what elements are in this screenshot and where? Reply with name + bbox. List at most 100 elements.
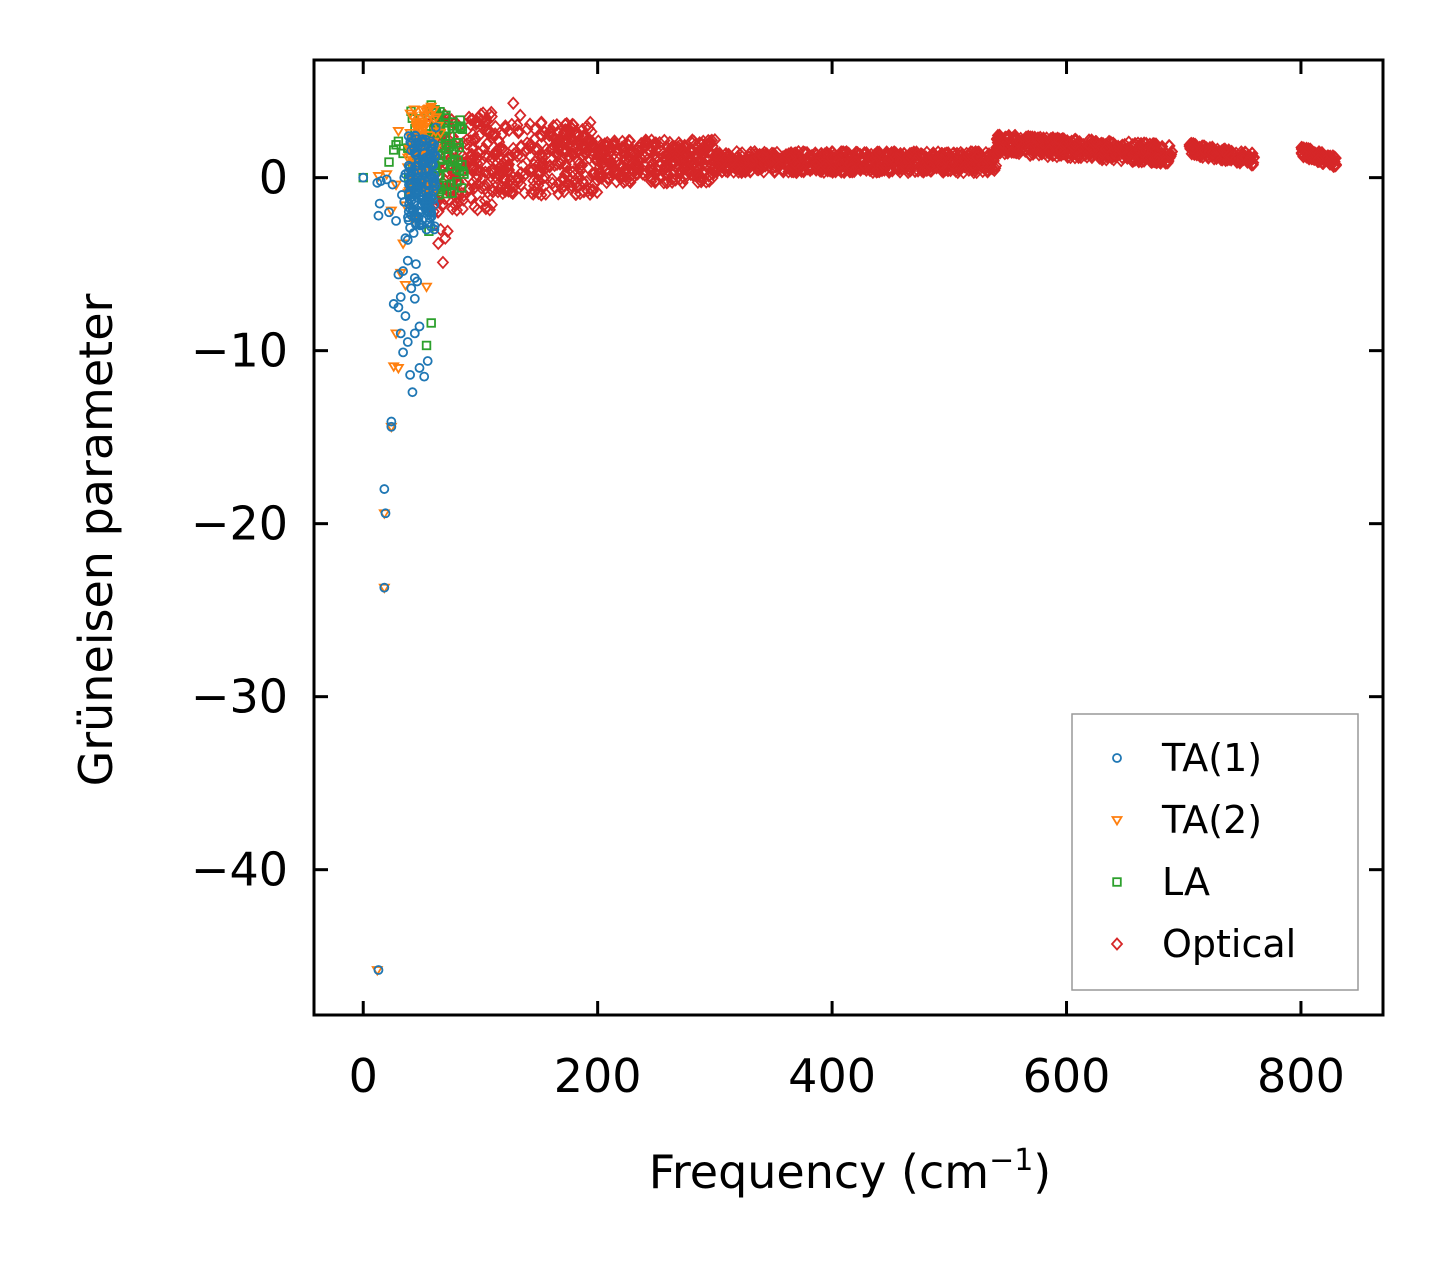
optical-point — [499, 121, 512, 136]
ta1-point — [413, 153, 424, 164]
optical-point — [567, 147, 580, 161]
optical-point — [660, 147, 674, 161]
optical-point — [505, 149, 518, 164]
ta1-point — [398, 266, 408, 276]
optical-point — [872, 145, 886, 160]
la-cloud-point — [456, 121, 466, 131]
optical-point — [486, 150, 499, 165]
optical-point — [511, 176, 525, 190]
optical-point — [1133, 140, 1146, 154]
optical-point — [757, 156, 771, 171]
x-axis-title: Frequency (cm−1) — [649, 1143, 1052, 1199]
optical-point — [647, 138, 661, 153]
ta1-point — [418, 155, 428, 166]
optical-point — [862, 148, 875, 163]
ta1-point — [384, 207, 394, 218]
optical-point — [584, 115, 597, 130]
optical-point — [593, 142, 606, 157]
optical-point — [660, 175, 674, 190]
optical-point — [1151, 152, 1164, 166]
optical-point — [523, 117, 537, 132]
optical-point — [946, 151, 959, 166]
series-ta1 — [358, 122, 441, 975]
optical-point — [579, 128, 592, 143]
optical-point — [446, 201, 459, 216]
ta2-point — [380, 170, 393, 181]
ta1-point — [402, 235, 413, 245]
optical-point — [480, 159, 493, 174]
la-point — [424, 226, 434, 236]
ta1-point — [380, 508, 391, 519]
optical-point — [704, 134, 717, 149]
optical-point — [625, 167, 638, 182]
optical-point — [1186, 141, 1199, 156]
ta2-point — [389, 329, 403, 340]
optical-point — [563, 120, 577, 134]
ta1-point — [407, 387, 418, 398]
optical-point — [1010, 134, 1024, 149]
optical-point — [894, 146, 907, 161]
optical-point — [1008, 128, 1022, 143]
x-axis-title-superscript: −1 — [989, 1143, 1033, 1178]
optical-point — [972, 145, 985, 159]
optical-point — [464, 117, 477, 132]
ta1-point — [395, 292, 406, 302]
optical-point — [709, 148, 723, 162]
la-point — [421, 340, 432, 351]
ta1-point — [399, 172, 410, 183]
ta1-point — [414, 321, 425, 332]
optical-point — [1085, 150, 1099, 165]
optical-point — [696, 140, 710, 155]
ta1-point — [426, 143, 437, 154]
optical-point — [838, 147, 851, 162]
optical-point — [528, 132, 541, 147]
ta2-cloud-point — [404, 109, 417, 120]
optical-point — [610, 155, 624, 169]
optical-point — [784, 150, 798, 165]
optical-point — [833, 157, 847, 171]
optical-point — [1125, 153, 1138, 168]
optical-point — [486, 172, 500, 186]
optical-point — [607, 164, 621, 179]
optical-point — [432, 236, 445, 251]
ta1-point — [395, 328, 406, 339]
optical-point — [908, 155, 922, 170]
optical-point — [797, 164, 810, 178]
optical-point — [699, 159, 713, 173]
optical-point — [1328, 154, 1341, 169]
optical-point — [595, 171, 608, 185]
optical-point — [1295, 145, 1309, 160]
optical-point — [581, 160, 594, 175]
optical-point — [558, 117, 572, 132]
optical-point — [945, 157, 958, 171]
optical-point — [1244, 150, 1257, 165]
optical-point — [1089, 134, 1102, 149]
optical-point — [507, 185, 520, 200]
y-tick-label: −40 — [191, 843, 288, 897]
ta2-point — [385, 422, 398, 434]
y-axis-ticks: 0 −10 −20 −30 −40 — [191, 151, 1383, 897]
optical-point — [607, 138, 620, 152]
optical-point — [600, 149, 613, 164]
optical-point — [756, 151, 770, 165]
legend-label-optical: Optical — [1162, 922, 1296, 966]
optical-point — [467, 161, 481, 176]
optical-point — [1032, 147, 1046, 162]
ta1-point — [408, 167, 419, 178]
optical-point — [524, 149, 537, 163]
optical-point — [478, 193, 492, 208]
la-point — [438, 162, 448, 172]
legend: TA(1) TA(2) LA Optical — [1071, 713, 1359, 991]
optical-point — [571, 125, 584, 140]
optical-point — [735, 163, 748, 177]
x-axis-title-close: ) — [1033, 1145, 1051, 1199]
ta1-point — [408, 228, 419, 238]
optical-point — [892, 160, 905, 175]
optical-point — [631, 152, 645, 166]
ta1-point — [426, 158, 437, 169]
optical-point — [810, 155, 824, 170]
la-point — [445, 141, 455, 152]
x-tick-label: 600 — [1023, 1049, 1111, 1103]
